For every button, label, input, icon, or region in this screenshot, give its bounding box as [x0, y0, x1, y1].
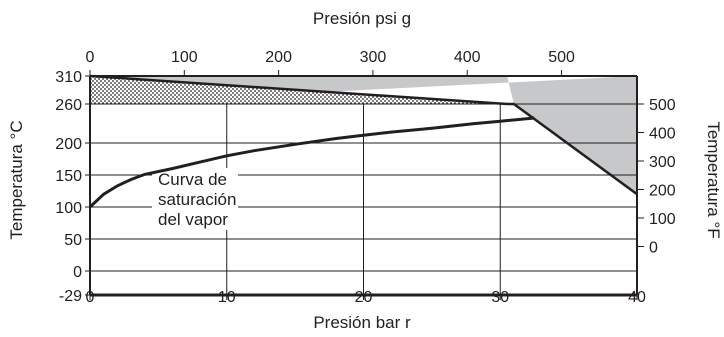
annotation: Curva de saturación del vapor	[158, 170, 236, 229]
y-right-tick-100: 100	[649, 211, 676, 228]
x-top-tick-300: 300	[360, 49, 387, 66]
y-right-tick-200: 200	[649, 183, 676, 200]
y-right-axis-title: Temperatura °F	[704, 121, 723, 238]
y-left-tick-50: 50	[64, 232, 82, 249]
annotation-line-2: saturación	[158, 190, 236, 209]
x-top-tick-200: 200	[265, 49, 292, 66]
x-bottom-tick-40: 40	[628, 289, 646, 306]
y-left-tick-0: 0	[73, 264, 82, 281]
y-left-tick--29: -29	[59, 288, 82, 305]
y-left-tick-260: 260	[55, 97, 82, 114]
x-bottom-tick-10: 10	[218, 289, 236, 306]
y-left-tick-200: 200	[55, 136, 82, 153]
x-top-tick-100: 100	[171, 49, 198, 66]
x-top-tick-400: 400	[454, 49, 481, 66]
saturation-curve	[88, 116, 535, 209]
y-right-tick-500: 500	[649, 97, 676, 114]
annotation-line-3: del vapor	[158, 210, 228, 229]
x-top-tick-0: 0	[86, 49, 95, 66]
x-top-tick-500: 500	[548, 49, 575, 66]
x-bottom-tick-20: 20	[355, 289, 373, 306]
y-right-tick-400: 400	[649, 126, 676, 143]
x-bottom-axis-title: Presión bar r	[313, 313, 411, 332]
y-left-axis-title: Temperatura °C	[7, 120, 26, 239]
x-top-axis-title: Presión psi g	[313, 9, 411, 28]
x-bottom-tick-30: 30	[491, 289, 509, 306]
y-left-tick-100: 100	[55, 200, 82, 217]
y-right-tick-300: 300	[649, 154, 676, 171]
y-right-tick-0: 0	[649, 240, 658, 257]
y-left-tick-310: 310	[55, 69, 82, 86]
annotation-line-1: Curva de	[158, 170, 227, 189]
y-left-tick-150: 150	[55, 168, 82, 185]
limit-line	[89, 74, 638, 196]
annotation-background	[152, 168, 238, 230]
x-bottom-tick-0: 0	[86, 289, 95, 306]
